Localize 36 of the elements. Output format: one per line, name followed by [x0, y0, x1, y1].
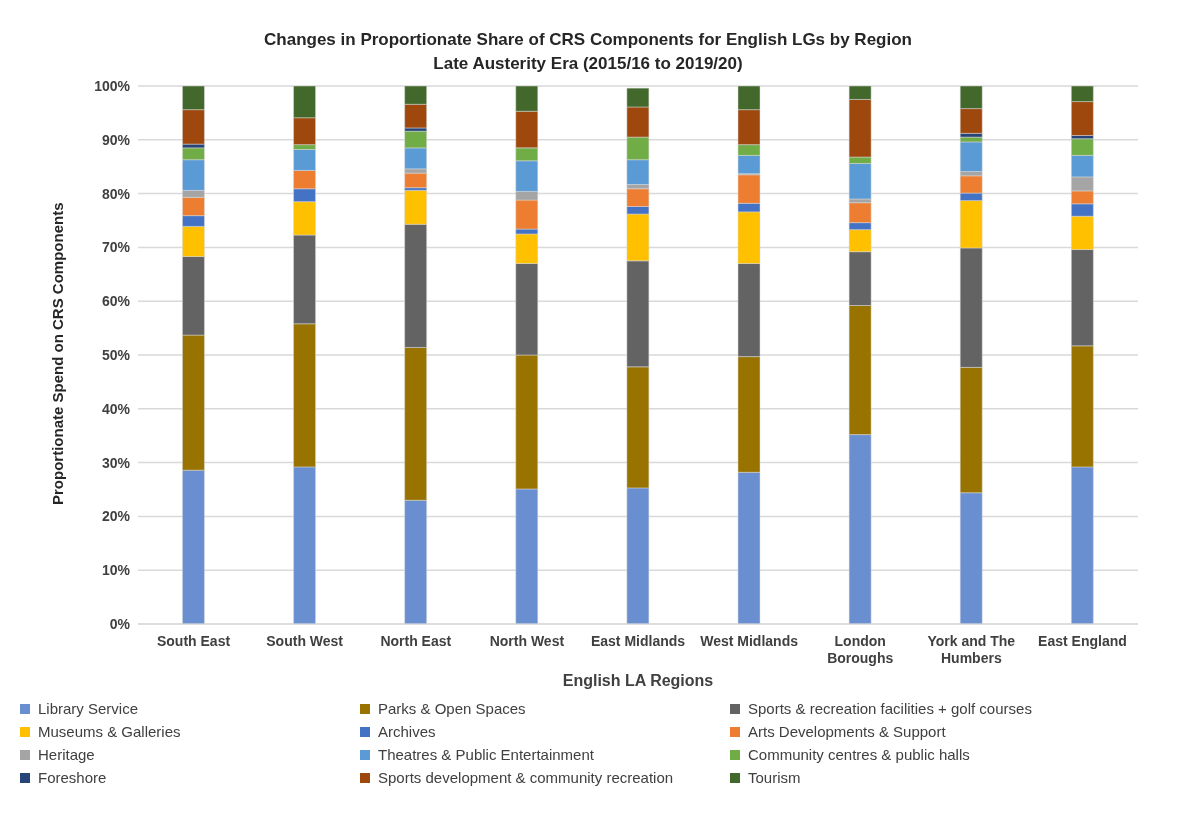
legend-label: Tourism: [748, 769, 801, 786]
legend-label: Library Service: [38, 700, 139, 717]
x-tick-label: North East: [380, 633, 452, 649]
legend-label: Parks & Open Spaces: [378, 700, 526, 717]
legend-label: Sports & recreation facilities + golf courses: [748, 700, 1032, 717]
y-tick-label: 80%: [101, 185, 131, 202]
legend-label: Archives: [378, 723, 436, 740]
x-tick-label: East England: [1038, 633, 1127, 649]
x-tick-label: South East: [156, 633, 231, 649]
legend-label: Sports development & community recreation: [378, 769, 674, 786]
legend-label: Foreshore: [38, 769, 107, 786]
y-tick-label: 50%: [101, 346, 131, 363]
y-tick-label: 100%: [94, 77, 131, 94]
x-tick-label: London Boroughs: [827, 633, 894, 666]
y-tick-label: 10%: [101, 562, 131, 579]
legend-label: Museums & Galleries: [38, 723, 181, 740]
y-tick-label: 40%: [101, 400, 131, 417]
y-tick-label: 0%: [109, 615, 131, 632]
chart-title: Changes in Proportionate Share of CRS Components for English LGs by Region: [263, 29, 913, 51]
legend-label: Community centres & public halls: [748, 746, 970, 763]
x-tick-label: East Midlands: [590, 633, 686, 649]
y-tick-label: 60%: [101, 293, 131, 310]
y-tick-label: 90%: [101, 131, 131, 148]
legend-label: Arts Developments & Support: [748, 723, 946, 740]
x-tick-label: North West: [489, 633, 565, 649]
x-tick-label: South West: [266, 633, 344, 649]
x-axis-title: English LA Regions: [562, 672, 714, 689]
x-tick-label: York and The Humbers: [927, 633, 1016, 666]
y-tick-label: 70%: [101, 239, 131, 256]
legend-label: Theatres & Public Entertainment: [378, 746, 594, 763]
y-axis-title: Proportionate Spend on CRS Components: [49, 202, 67, 505]
legend-label: Heritage: [38, 746, 95, 763]
x-tick-label: West Midlands: [700, 633, 799, 649]
chart-subtitle: Late Austerity Era (2015/16 to 2019/20): [432, 53, 744, 75]
y-tick-label: 30%: [101, 454, 131, 471]
y-tick-label: 20%: [101, 508, 131, 525]
